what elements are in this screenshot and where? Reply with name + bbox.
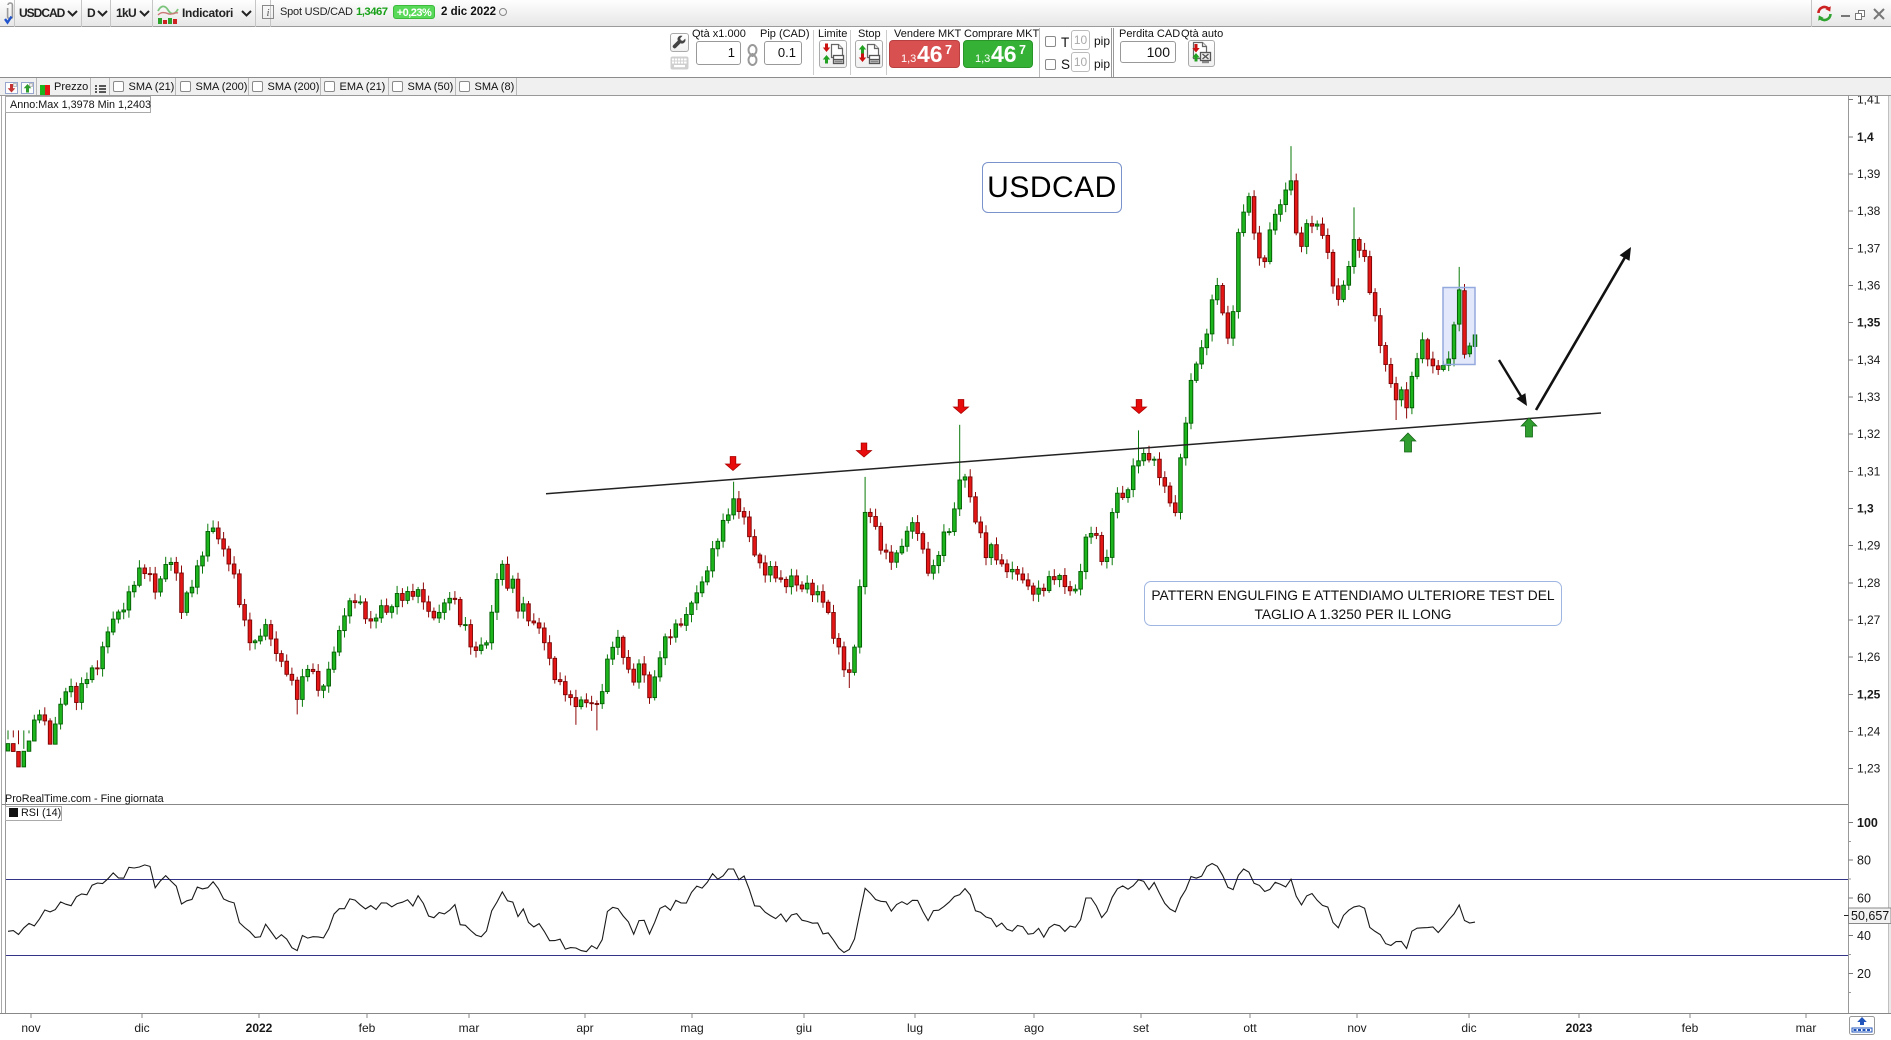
svg-text:nov: nov — [21, 1021, 40, 1035]
svg-text:40: 40 — [1857, 929, 1871, 943]
svg-text:1,37: 1,37 — [1857, 241, 1881, 255]
svg-text:1,25: 1,25 — [1857, 687, 1881, 701]
svg-text:nov: nov — [1347, 1021, 1366, 1035]
svg-text:60: 60 — [1857, 892, 1871, 906]
svg-text:2022: 2022 — [246, 1021, 273, 1035]
svg-text:1,41: 1,41 — [1857, 96, 1881, 107]
svg-text:1,23: 1,23 — [1857, 762, 1881, 776]
svg-text:set: set — [1133, 1021, 1150, 1035]
svg-text:feb: feb — [1682, 1021, 1699, 1035]
svg-text:dic: dic — [134, 1021, 149, 1035]
svg-text:1,32: 1,32 — [1857, 427, 1881, 441]
svg-text:mar: mar — [459, 1021, 480, 1035]
svg-text:1,33: 1,33 — [1857, 390, 1881, 404]
svg-text:giu: giu — [796, 1021, 812, 1035]
svg-text:1,39: 1,39 — [1857, 167, 1881, 181]
svg-text:apr: apr — [576, 1021, 593, 1035]
svg-text:1,3: 1,3 — [1857, 502, 1874, 516]
svg-text:1,31: 1,31 — [1857, 464, 1881, 478]
svg-text:20: 20 — [1857, 967, 1871, 981]
svg-text:mag: mag — [680, 1021, 703, 1035]
svg-text:lug: lug — [907, 1021, 923, 1035]
svg-text:1,36: 1,36 — [1857, 278, 1881, 292]
svg-text:50,657: 50,657 — [1851, 909, 1889, 923]
svg-text:100: 100 — [1857, 816, 1878, 830]
svg-text:mar: mar — [1796, 1021, 1817, 1035]
svg-text:feb: feb — [359, 1021, 376, 1035]
svg-text:1,26: 1,26 — [1857, 650, 1881, 664]
svg-text:2023: 2023 — [1566, 1021, 1593, 1035]
svg-text:ott: ott — [1243, 1021, 1257, 1035]
svg-text:80: 80 — [1857, 854, 1871, 868]
svg-text:1,27: 1,27 — [1857, 613, 1881, 627]
svg-text:1,29: 1,29 — [1857, 539, 1881, 553]
svg-text:1,24: 1,24 — [1857, 725, 1881, 739]
svg-text:ago: ago — [1024, 1021, 1044, 1035]
svg-text:1,28: 1,28 — [1857, 576, 1881, 590]
svg-text:1,35: 1,35 — [1857, 316, 1881, 330]
svg-text:1,34: 1,34 — [1857, 353, 1881, 367]
svg-text:dic: dic — [1461, 1021, 1476, 1035]
svg-text:1,4: 1,4 — [1857, 130, 1874, 144]
svg-text:1,38: 1,38 — [1857, 204, 1881, 218]
